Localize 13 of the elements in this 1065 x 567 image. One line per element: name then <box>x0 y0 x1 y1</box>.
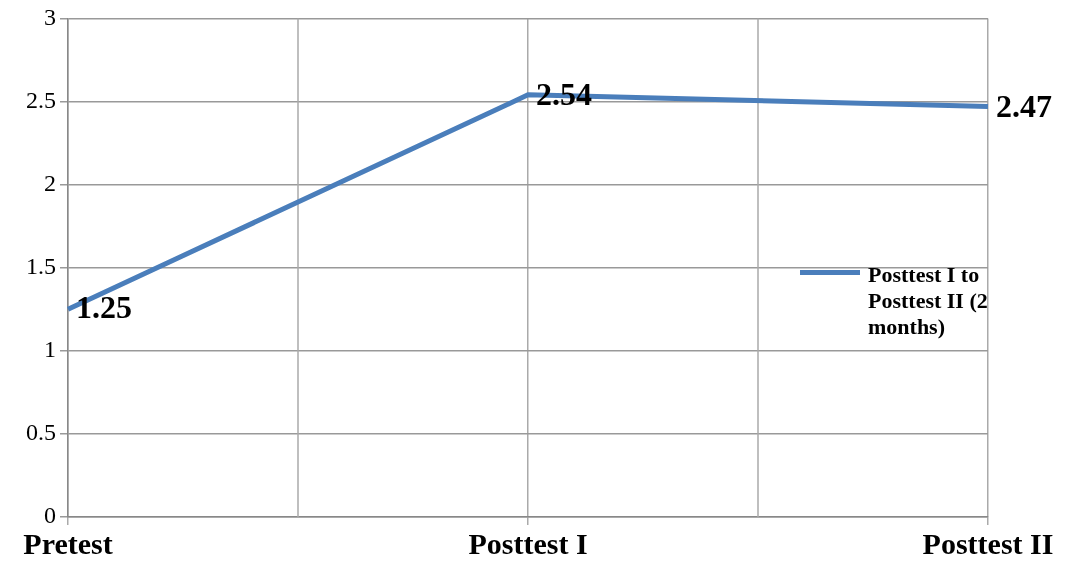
data-label: 2.47 <box>996 87 1052 124</box>
y-tick-label: 1 <box>44 336 56 363</box>
y-tick-label: 0 <box>44 502 56 529</box>
y-tick-label: 2 <box>44 169 56 196</box>
data-label: 1.25 <box>76 288 132 325</box>
x-tick-label: Posttest I <box>468 526 588 560</box>
y-tick-label: 1.5 <box>26 253 56 279</box>
y-tick-label: 0.5 <box>26 419 56 446</box>
x-tick-label: Posttest II <box>922 526 1054 560</box>
y-tick-label: 2.5 <box>26 86 56 113</box>
legend-label: Posttest I to Posttest II (2 months) <box>868 262 989 340</box>
x-tick-label: Pretest <box>23 526 113 560</box>
y-tick-label: 3 <box>44 3 56 30</box>
